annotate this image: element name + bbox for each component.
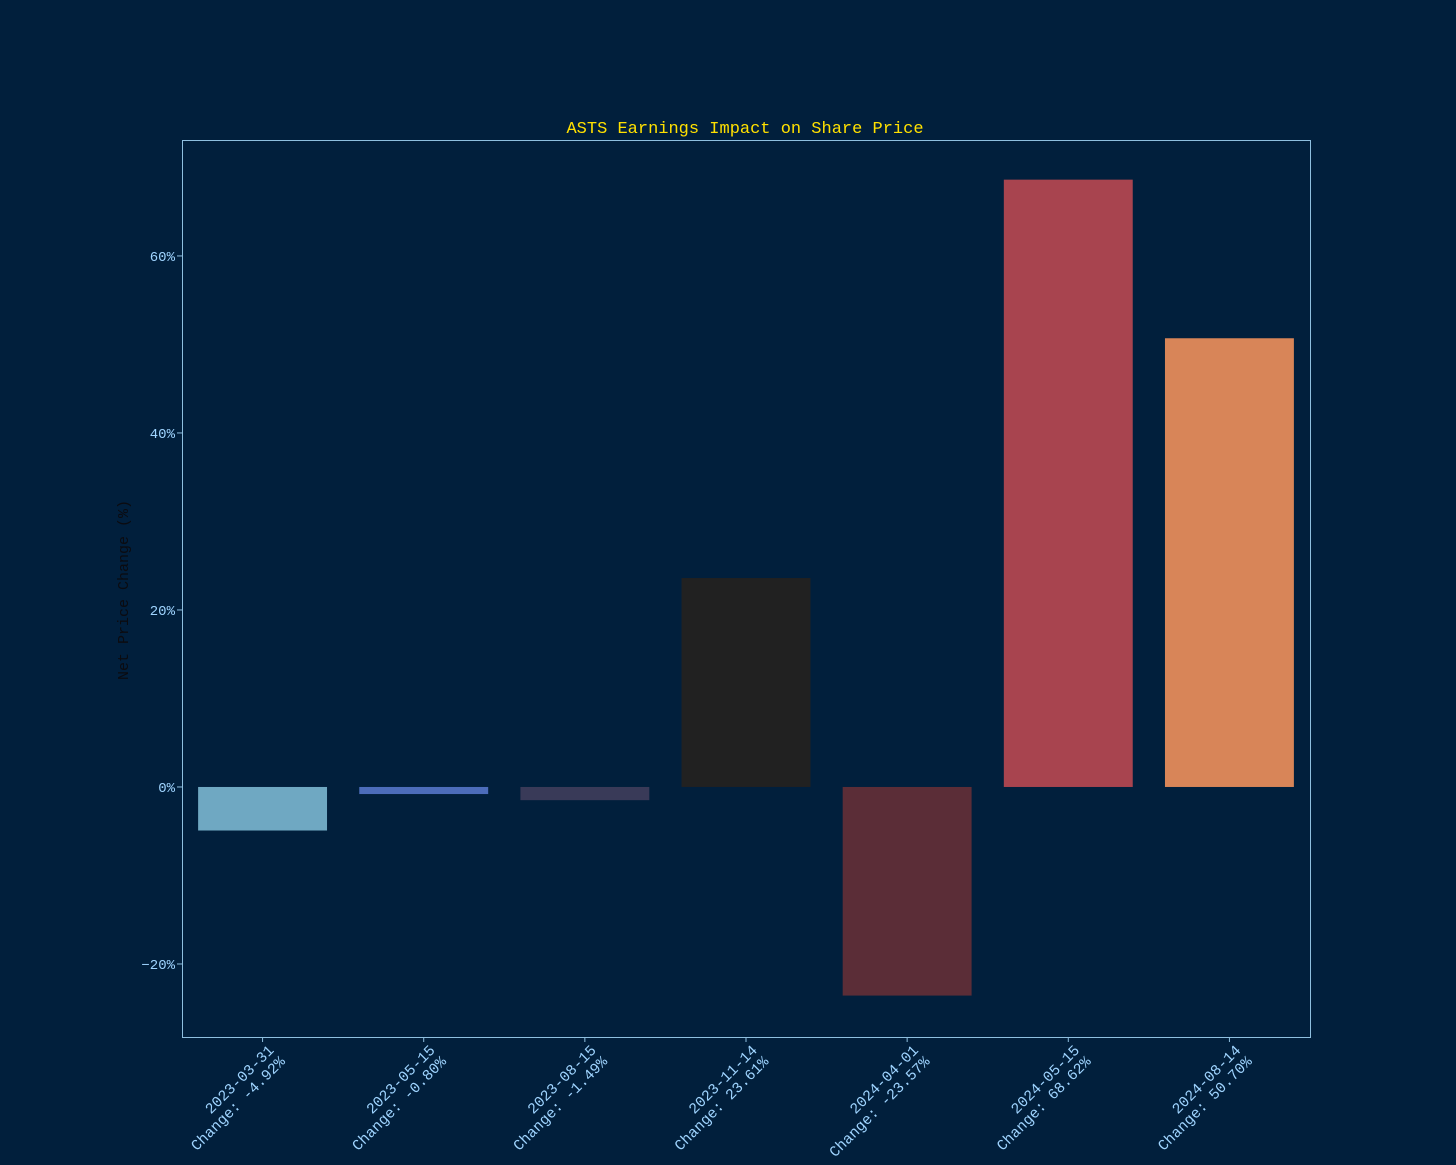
bar (198, 786, 328, 831)
y-tick-label: 60% (150, 250, 176, 266)
y-tick-label: 0% (158, 781, 175, 797)
chart-title: ASTS Earnings Impact on Share Price (566, 120, 923, 139)
y-tick-label: 20% (150, 604, 176, 620)
y-tick-label: −20% (141, 958, 175, 974)
y-axis-label: Net Price Change (%) (116, 500, 133, 680)
bar (1003, 179, 1133, 787)
bar (520, 786, 650, 801)
bar (359, 786, 489, 795)
bar (842, 786, 972, 996)
bar (681, 578, 811, 787)
bar (1164, 338, 1294, 787)
y-tick-label: 40% (150, 427, 176, 443)
